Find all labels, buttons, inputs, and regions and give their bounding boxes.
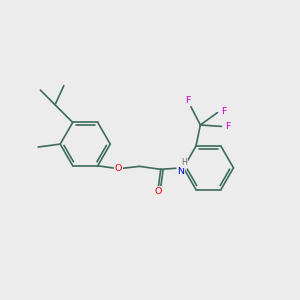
Text: O: O (115, 164, 122, 173)
Text: F: F (220, 106, 226, 116)
Text: O: O (154, 187, 161, 196)
Text: F: F (225, 122, 230, 131)
Text: N: N (177, 167, 184, 176)
Text: H: H (182, 158, 187, 167)
Text: F: F (185, 96, 191, 105)
